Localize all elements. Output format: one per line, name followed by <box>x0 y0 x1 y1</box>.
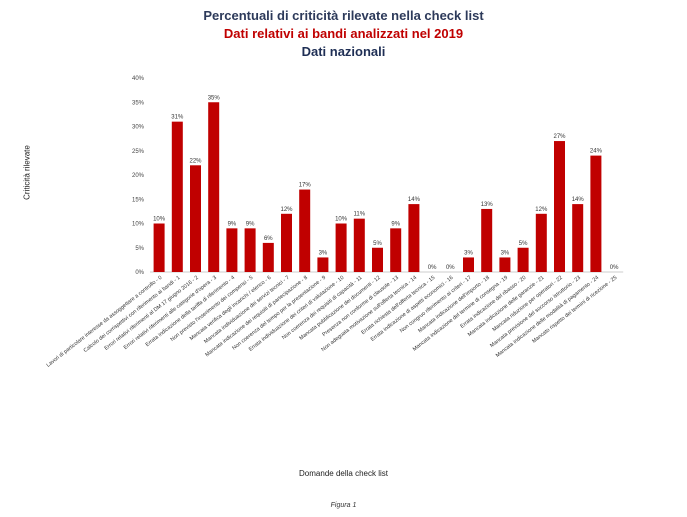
bar <box>518 248 529 272</box>
data-label: 35% <box>208 95 221 101</box>
data-label: 0% <box>610 265 619 271</box>
bar <box>263 243 274 272</box>
data-label: 0% <box>446 265 455 271</box>
data-label: 14% <box>408 197 421 203</box>
bar <box>172 122 183 272</box>
data-label: 12% <box>280 207 293 213</box>
bar <box>408 204 419 272</box>
bar <box>354 219 365 272</box>
data-label: 9% <box>228 221 237 227</box>
data-label: 3% <box>319 250 328 256</box>
bar <box>317 257 328 272</box>
bar <box>245 228 256 272</box>
data-label: 22% <box>189 158 202 164</box>
data-label: 0% <box>428 265 437 271</box>
y-tick-label: 25% <box>132 149 145 155</box>
data-label: 12% <box>535 207 548 213</box>
data-label: 31% <box>171 115 184 121</box>
y-tick-label: 0% <box>135 270 144 276</box>
data-label: 3% <box>464 250 473 256</box>
y-tick-label: 20% <box>132 173 145 179</box>
y-tick-label: 40% <box>132 76 145 82</box>
data-label: 11% <box>354 212 366 218</box>
bar <box>499 257 510 272</box>
data-label: 5% <box>373 241 382 247</box>
bar <box>299 190 310 272</box>
y-tick-label: 35% <box>132 100 145 106</box>
bar <box>154 224 165 273</box>
y-tick-label: 5% <box>135 246 144 252</box>
y-tick-label: 15% <box>132 197 145 203</box>
bar <box>190 165 201 272</box>
bar <box>590 156 601 272</box>
bar <box>463 257 474 272</box>
bar <box>336 224 347 273</box>
data-label: 9% <box>391 221 400 227</box>
data-label: 27% <box>553 134 566 140</box>
y-tick-label: 30% <box>132 125 145 131</box>
data-label: 17% <box>299 183 312 189</box>
bar <box>572 204 583 272</box>
y-tick-label: 10% <box>132 222 145 228</box>
bar <box>281 214 292 272</box>
data-label: 3% <box>501 250 510 256</box>
category-label: Mancato rispetto dei termini di ricezion… <box>531 275 618 345</box>
data-label: 14% <box>572 197 585 203</box>
data-label: 5% <box>519 241 528 247</box>
bar <box>481 209 492 272</box>
data-label: 10% <box>335 217 348 223</box>
data-label: 13% <box>481 202 494 208</box>
bar <box>536 214 547 272</box>
bar <box>390 228 401 272</box>
bar <box>208 102 219 272</box>
data-label: 6% <box>264 236 273 242</box>
bar <box>372 248 383 272</box>
data-label: 24% <box>590 149 603 155</box>
bar <box>226 228 237 272</box>
data-label: 9% <box>246 221 255 227</box>
bar <box>554 141 565 272</box>
data-label: 10% <box>153 217 166 223</box>
